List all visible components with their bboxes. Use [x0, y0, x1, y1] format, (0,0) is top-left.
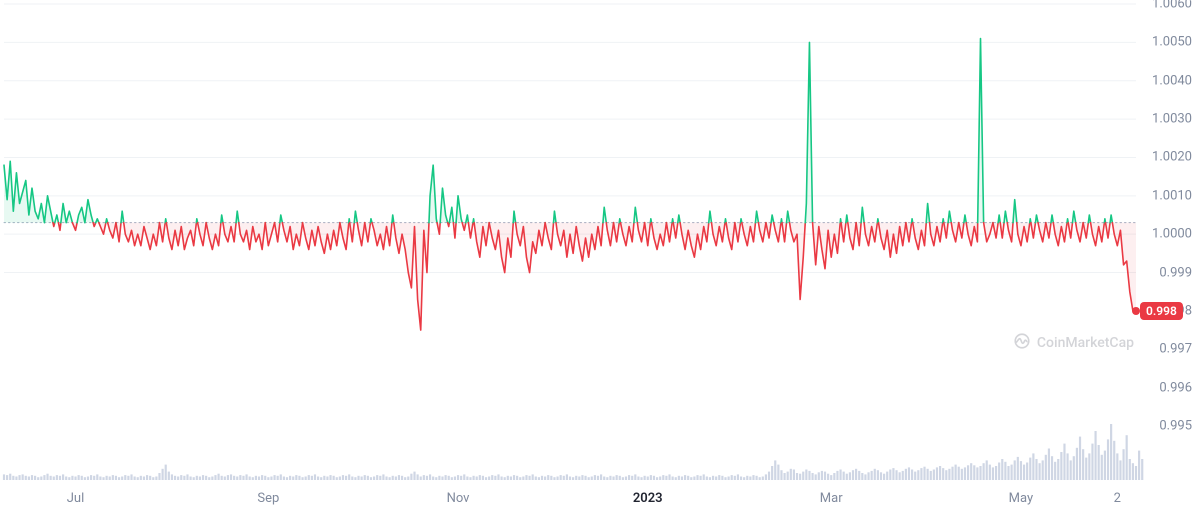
watermark-text: CoinMarketCap	[1037, 335, 1134, 351]
y-tick-label: 1.0000	[1152, 227, 1192, 242]
x-tick-label: May	[1009, 491, 1033, 506]
y-tick-label: 0.995	[1159, 419, 1192, 434]
last-price-dot-icon	[1132, 307, 1140, 315]
x-tick-label: Mar	[820, 491, 843, 506]
current-price-badge: 0.998	[1140, 302, 1183, 320]
y-tick-label: 1.0040	[1152, 73, 1192, 88]
x-tick-label: Jul	[67, 491, 85, 506]
price-chart[interactable]: 1.0060 1.0050 1.0040 1.0030 1.0020 1.0010 1.00…	[0, 0, 1200, 512]
y-tick-label: 1.0020	[1152, 150, 1192, 165]
y-tick-label: 1.0030	[1152, 112, 1192, 127]
watermark: CoinMarketCap	[1013, 332, 1134, 354]
x-tick-label: Sep	[257, 491, 279, 506]
x-tick-label: 2023	[633, 491, 663, 506]
y-tick-label: 1.0050	[1152, 35, 1192, 50]
y-tick-label: 1.0010	[1152, 188, 1192, 203]
y-tick-label: 0.997	[1159, 342, 1192, 357]
x-tick-label: Nov	[447, 491, 470, 506]
current-price-value: 0.998	[1146, 304, 1177, 318]
y-tick-label: 0.996	[1159, 380, 1192, 395]
y-tick-label: 0.999	[1159, 265, 1192, 280]
x-tick-label: 2	[1114, 491, 1121, 506]
y-tick-label: 1.0060	[1152, 0, 1192, 12]
chart-svg	[0, 0, 1200, 512]
watermark-logo-icon	[1013, 332, 1031, 354]
